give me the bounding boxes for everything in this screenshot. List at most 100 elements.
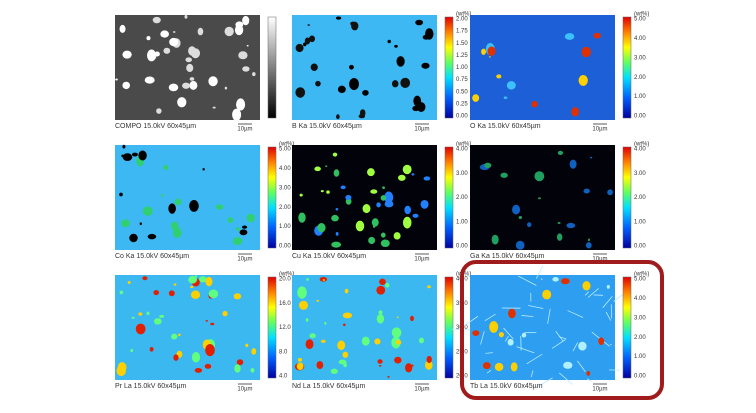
phase-spot xyxy=(527,222,532,228)
colorbar-tick-label: 4.00 xyxy=(456,147,468,153)
colorbar-tick-label: 8.0 xyxy=(279,349,288,355)
phase-spot xyxy=(378,310,383,315)
phase-spot xyxy=(160,30,169,38)
colorbar-tick-label: 2.00 xyxy=(634,195,646,201)
grain-boundary xyxy=(503,327,514,340)
phase-spot xyxy=(153,290,160,296)
map-panel: Tb La 15.0kV 60x45µm 10µm (wt%)5.00 4.00 3.0… xyxy=(451,265,649,393)
phase-spot xyxy=(127,280,131,284)
phase-spot xyxy=(197,27,204,36)
panel-caption: Ga Ka 15.0kV 60x45µm xyxy=(470,253,545,260)
scale-bar-label: 10µm xyxy=(237,387,252,393)
phase-spot xyxy=(337,340,346,351)
phase-spot xyxy=(138,312,143,316)
phase-spot xyxy=(337,85,346,94)
phase-spot xyxy=(563,361,573,369)
phase-spot xyxy=(307,24,311,26)
colorbar-tick-label: 4.00 xyxy=(634,36,646,42)
phase-spot xyxy=(325,165,328,167)
phase-spot xyxy=(488,56,491,58)
phase-spot xyxy=(210,322,215,326)
phase-spot xyxy=(163,164,169,171)
phase-spot xyxy=(182,82,191,89)
phase-spot xyxy=(556,233,563,241)
phase-spot xyxy=(330,368,338,374)
phase-spot xyxy=(345,195,352,200)
scale-bar-label: 10µm xyxy=(592,257,607,263)
phase-spot xyxy=(189,285,194,289)
phase-spot xyxy=(246,45,249,47)
phase-spot xyxy=(393,232,401,240)
phase-spot xyxy=(233,293,242,300)
colorbar-unit: (wt%) xyxy=(456,142,471,148)
colorbar-tick-label: 4.00 xyxy=(634,296,646,302)
phase-spot xyxy=(232,237,243,246)
grain-boundary xyxy=(480,331,485,345)
scale-bar-label: 10µm xyxy=(237,257,252,263)
colorbar-tick-label: 20.0 xyxy=(279,277,291,283)
phase-spot xyxy=(378,364,382,367)
phase-spot xyxy=(298,300,308,310)
phase-spot xyxy=(385,283,390,288)
map-panel: Nd La 15.0kV 60x45µm 10µm(wt%)40.035.030.… xyxy=(292,272,471,393)
colorbar-tick-label: 1.00 xyxy=(634,354,646,360)
phase-spot xyxy=(350,21,356,26)
map-image xyxy=(470,145,615,250)
colorbar-tick-label: 0.00 xyxy=(456,114,468,120)
phase-spot xyxy=(382,186,385,189)
phase-spot xyxy=(191,352,201,363)
phase-spot xyxy=(333,169,340,177)
colorbar-tick-label: 3.00 xyxy=(634,315,646,321)
grain-boundary xyxy=(528,305,544,309)
colorbar-tick-label: 1.25 xyxy=(456,53,468,59)
phase-spot xyxy=(376,285,386,295)
phase-spot xyxy=(326,190,330,194)
phase-spot xyxy=(361,336,370,346)
scale-bar-label: 10µm xyxy=(414,257,429,263)
grain-boundary xyxy=(486,369,492,374)
grain-boundary xyxy=(586,378,592,382)
phase-spot xyxy=(119,24,126,33)
phase-spot xyxy=(374,338,381,345)
phase-spot xyxy=(208,76,218,87)
phase-spot xyxy=(314,166,321,172)
colorbar-tick-label: 4.00 xyxy=(279,166,291,172)
phase-spot xyxy=(542,289,552,300)
phase-spot xyxy=(316,361,324,370)
phase-spot xyxy=(119,192,123,197)
colorbar-tick-label: 0.00 xyxy=(634,114,646,120)
scale-bar-label: 10µm xyxy=(237,127,252,133)
phase-spot xyxy=(202,168,205,171)
map-panel: COMPO 15.0kV 60x45µm 10µm xyxy=(115,14,277,133)
phase-spot xyxy=(377,359,383,364)
phase-spot xyxy=(212,106,216,109)
scale-bar-label: 10µm xyxy=(414,127,429,133)
phase-spot xyxy=(135,323,146,335)
phase-spot xyxy=(316,299,320,302)
colorbar-tick-label: 3.00 xyxy=(634,171,646,177)
phase-spot xyxy=(583,188,590,194)
phase-spot xyxy=(315,80,321,87)
phase-spot xyxy=(178,333,181,337)
phase-spot xyxy=(205,343,215,357)
phase-spot xyxy=(224,86,228,90)
phase-spot xyxy=(131,316,135,319)
phase-spot xyxy=(343,362,347,368)
grain-boundary xyxy=(572,342,579,352)
phase-spot xyxy=(242,66,250,72)
phase-spot xyxy=(189,200,199,212)
grain-boundary xyxy=(518,275,537,286)
grain-boundary xyxy=(485,352,493,354)
phase-spot xyxy=(379,278,386,285)
phase-spot xyxy=(391,327,402,338)
phase-spot xyxy=(402,216,412,229)
phase-spot xyxy=(138,150,147,161)
highlight-box xyxy=(460,260,664,400)
phase-spot xyxy=(177,97,187,108)
phase-spot xyxy=(489,321,499,333)
colorbar-tick-label: 0.50 xyxy=(456,89,468,95)
phase-spot xyxy=(189,77,195,81)
phase-spot xyxy=(606,284,610,289)
colorbar-unit: (wt%) xyxy=(634,272,649,278)
phase-spot xyxy=(342,351,349,358)
